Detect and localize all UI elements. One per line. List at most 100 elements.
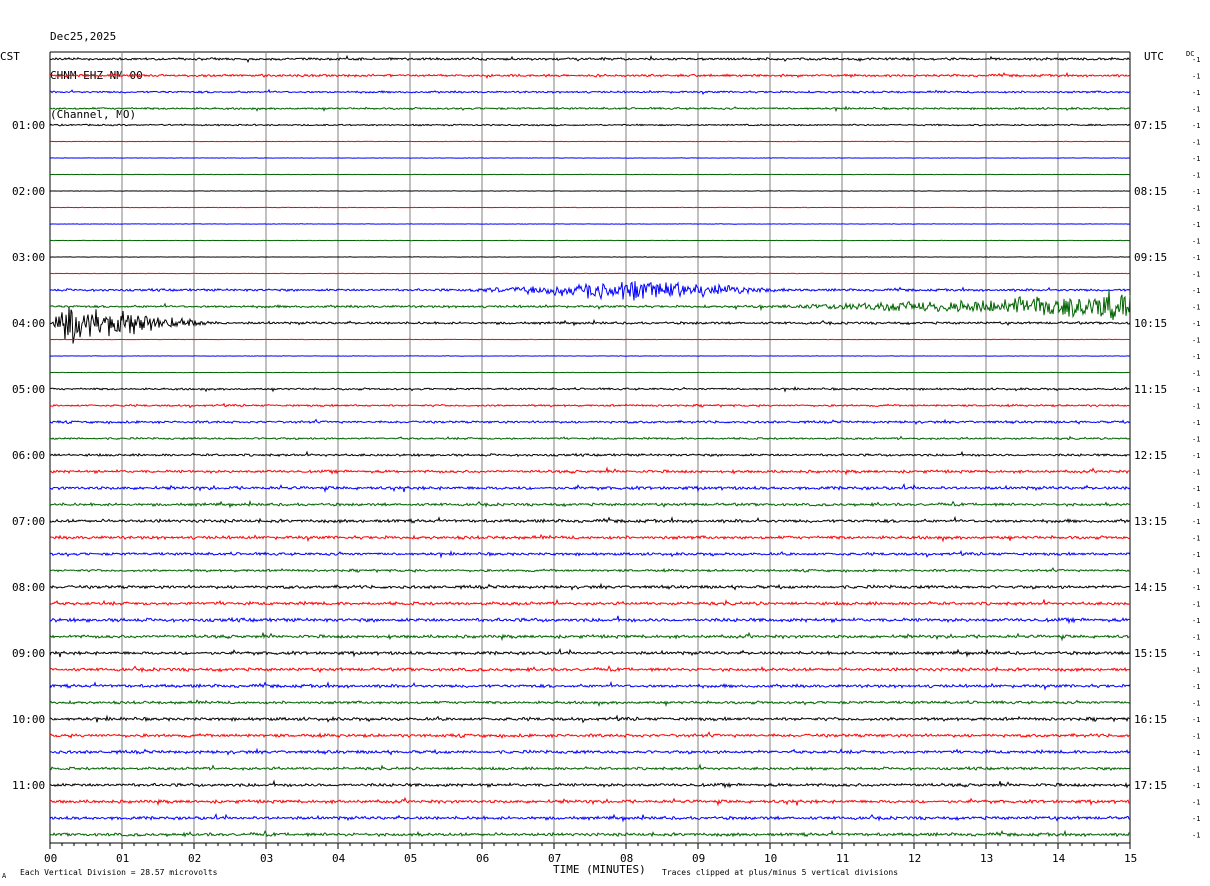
row-scale-label: -1 <box>1192 287 1200 295</box>
header-channel: (Channel, MO) <box>50 108 137 121</box>
trace-line <box>49 88 1131 95</box>
x-tick-label: 10 <box>764 852 777 865</box>
row-scale-label: -1 <box>1192 254 1200 262</box>
x-tick-label: 04 <box>332 852 346 865</box>
trace-line <box>49 450 1131 458</box>
row-scale-label: -1 <box>1192 799 1200 807</box>
x-tick-label: 01 <box>116 852 129 865</box>
row-scale-label: -1 <box>1192 56 1200 64</box>
utc-time-label: 12:15 <box>1134 449 1167 462</box>
trace-line <box>49 747 1131 756</box>
row-scale-label: -1 <box>1192 782 1200 790</box>
row-scale-label: -1 <box>1192 815 1200 823</box>
row-scale-label: -1 <box>1192 617 1200 625</box>
utc-time-label: 17:15 <box>1134 779 1167 792</box>
row-scale-label: -1 <box>1192 172 1200 180</box>
row-scale-label: -1 <box>1192 502 1200 510</box>
cst-time-label: 07:00 <box>12 515 45 528</box>
row-scale-label: -1 <box>1192 304 1200 312</box>
trace-line <box>49 281 1131 301</box>
cst-time-label: 08:00 <box>12 581 45 594</box>
trace-line <box>49 289 1131 321</box>
row-scale-label: -1 <box>1192 370 1200 378</box>
trace-line <box>49 533 1131 543</box>
trace-line <box>49 763 1131 772</box>
row-scale-label: -1 <box>1192 89 1200 97</box>
trace-line <box>49 418 1131 426</box>
cst-time-label: 06:00 <box>12 449 45 462</box>
x-tick-label: 09 <box>692 852 705 865</box>
row-scale-label: -1 <box>1192 403 1200 411</box>
cst-time-label: 09:00 <box>12 647 45 660</box>
utc-time-label: 15:15 <box>1134 647 1167 660</box>
trace-line <box>49 680 1131 691</box>
x-tick-label: 05 <box>404 852 417 865</box>
trace-line <box>49 829 1131 838</box>
trace-line <box>49 567 1131 574</box>
row-scale-label: -1 <box>1192 436 1200 444</box>
utc-axis-title: UTC <box>1144 50 1164 63</box>
row-scale-label: -1 <box>1192 238 1200 246</box>
trace-line <box>49 731 1131 739</box>
row-scale-label: -1 <box>1192 320 1200 328</box>
x-tick-label: 15 <box>1124 852 1137 865</box>
row-scale-label: -1 <box>1192 469 1200 477</box>
trace-line <box>49 699 1131 708</box>
trace-line <box>49 499 1131 509</box>
trace-line <box>49 466 1131 476</box>
x-tick-label: 03 <box>260 852 273 865</box>
row-scale-label: -1 <box>1192 683 1200 691</box>
header-date: Dec25,2025 <box>50 30 117 43</box>
row-scale-label: -1 <box>1192 221 1200 229</box>
trace-line <box>49 714 1131 724</box>
trace-line <box>49 549 1131 559</box>
row-scale-label: -1 <box>1192 337 1200 345</box>
x-axis-title: TIME (MINUTES) <box>553 863 646 876</box>
row-scale-label: -1 <box>1192 485 1200 493</box>
x-tick-label: 00 <box>44 852 57 865</box>
x-tick-label: 07 <box>548 852 561 865</box>
trace-line <box>49 582 1131 591</box>
seismic-traces <box>49 54 1131 838</box>
trace-line <box>49 648 1131 658</box>
clip-note: Traces clipped at plus/minus 5 vertical … <box>662 868 898 877</box>
trace-line <box>49 796 1131 807</box>
row-scale-label: -1 <box>1192 155 1200 163</box>
row-scale-label: -1 <box>1192 452 1200 460</box>
trace-line <box>49 386 1131 393</box>
row-scale-label: -1 <box>1192 518 1200 526</box>
row-scale-label: -1 <box>1192 716 1200 724</box>
row-scale-label: -1 <box>1192 271 1200 279</box>
row-scale-label: -1 <box>1192 832 1200 840</box>
cst-time-label: 10:00 <box>12 713 45 726</box>
corner-mark: A <box>2 872 7 880</box>
trace-line <box>49 483 1131 494</box>
trace-line <box>49 515 1131 524</box>
x-tick-label: 11 <box>836 852 849 865</box>
cst-time-label: 01:00 <box>12 119 45 132</box>
x-tick-label: 14 <box>1052 852 1066 865</box>
cst-time-label: 02:00 <box>12 185 45 198</box>
row-scale-label: -1 <box>1192 419 1200 427</box>
utc-time-label: 16:15 <box>1134 713 1167 726</box>
utc-time-label: 07:15 <box>1134 119 1167 132</box>
x-tick-label: 12 <box>908 852 921 865</box>
row-scale-label: -1 <box>1192 205 1200 213</box>
trace-line <box>49 123 1131 127</box>
vertical-division-note: Each Vertical Division = 28.57 microvolt… <box>20 868 218 877</box>
row-scale-label: -1 <box>1192 700 1200 708</box>
row-scale-label: -1 <box>1192 188 1200 196</box>
x-tick-label: 13 <box>980 852 993 865</box>
cst-axis-title: CST <box>0 50 20 63</box>
cst-time-label: 04:00 <box>12 317 45 330</box>
trace-line <box>49 105 1131 113</box>
trace-line <box>49 779 1131 789</box>
trace-line <box>49 54 1131 64</box>
row-scale-label: -1 <box>1192 122 1200 130</box>
trace-line <box>49 813 1131 823</box>
cst-time-label: 03:00 <box>12 251 45 264</box>
cst-time-label: 11:00 <box>12 779 45 792</box>
row-scale-label: -1 <box>1192 650 1200 658</box>
row-scale-label: -1 <box>1192 535 1200 543</box>
